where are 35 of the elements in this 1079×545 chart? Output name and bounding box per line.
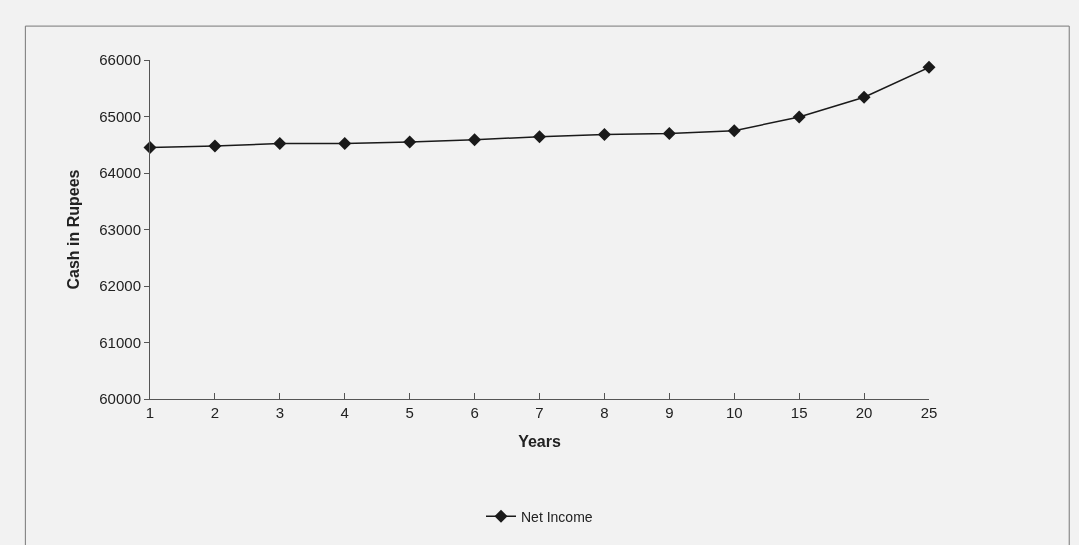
x-tick-label: 9 <box>665 404 674 421</box>
x-axis-title: Years <box>518 432 561 450</box>
x-tick-label: 6 <box>470 404 479 421</box>
point <box>727 124 741 138</box>
x-tick-label: 8 <box>600 404 609 421</box>
point <box>208 139 222 153</box>
x-tick-label: 4 <box>340 404 349 421</box>
point <box>468 133 482 147</box>
point <box>533 130 546 144</box>
y-axis-title: Cash in Rupees <box>65 169 83 290</box>
point <box>662 126 676 140</box>
x-tick-label: 10 <box>725 404 743 421</box>
x-tick-label: 15 <box>790 404 808 421</box>
x-tick-label: 20 <box>855 404 873 421</box>
x-tick-label: 5 <box>405 404 414 421</box>
point <box>792 110 806 124</box>
point <box>403 135 417 149</box>
y-tick-label: 66000 <box>99 51 141 69</box>
x-tick-label: 2 <box>210 404 220 421</box>
x-tick-label: 3 <box>275 404 284 421</box>
x-tick-label: 7 <box>535 404 544 421</box>
point <box>338 137 352 151</box>
point <box>857 90 871 104</box>
y-tick-label: 64000 <box>99 164 141 182</box>
y-tick-label: 60000 <box>99 390 141 408</box>
y-tick-label: 61000 <box>99 333 141 351</box>
point <box>273 137 287 151</box>
point <box>922 60 936 74</box>
point <box>597 128 611 142</box>
x-tick-label: 25 <box>920 404 938 421</box>
legend-label: Net Income <box>521 508 593 525</box>
y-tick-label: 65000 <box>99 107 141 125</box>
y-tick-label: 62000 <box>99 277 141 295</box>
y-tick-label: 63000 <box>99 220 141 238</box>
x-tick-label: 1 <box>145 404 155 421</box>
